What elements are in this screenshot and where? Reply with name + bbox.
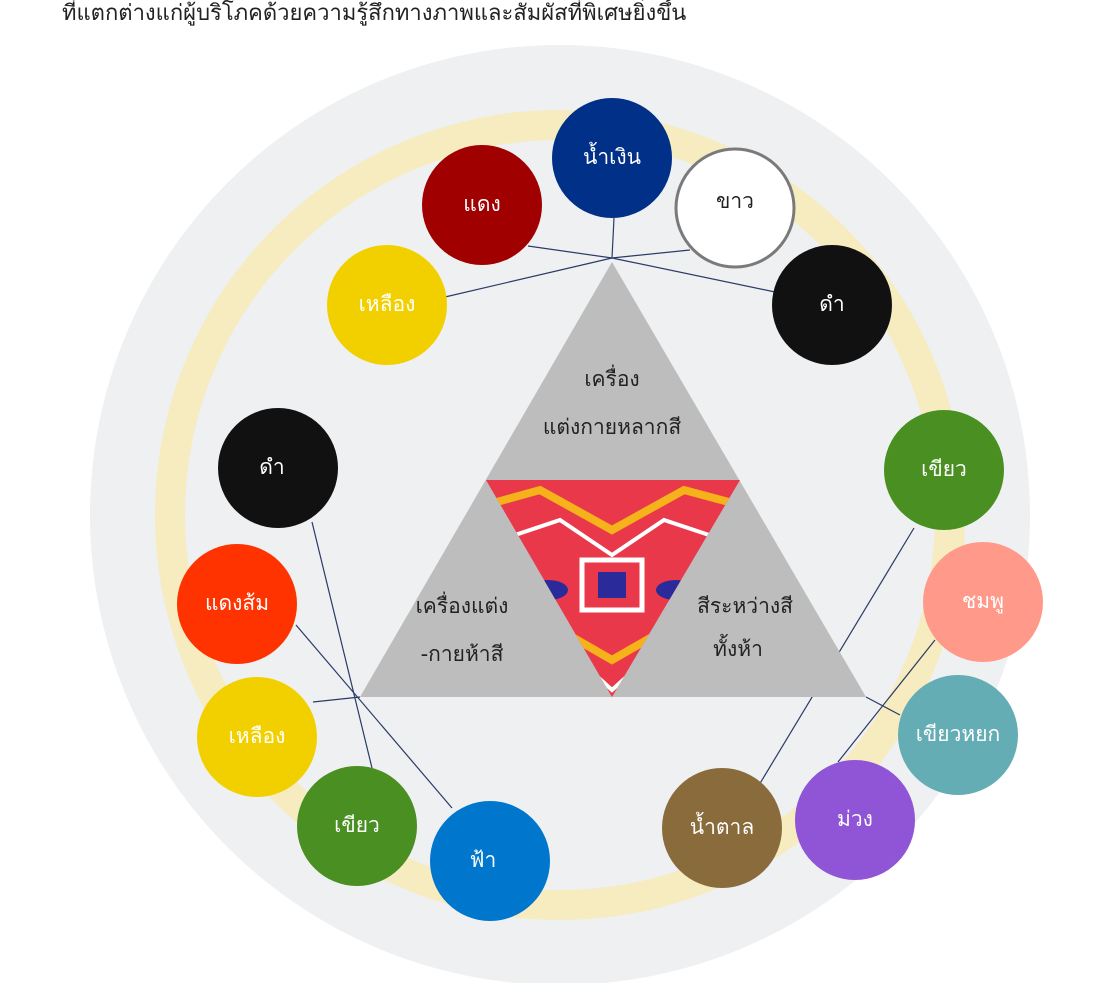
circle-label: ดำ: [259, 455, 284, 479]
circle-label: น้ำเงิน: [583, 142, 641, 169]
circle-node: ม่วง: [795, 760, 915, 880]
circle-node: เขียวหยก: [898, 675, 1018, 795]
triangle-right-label: สีระหว่างสี: [697, 594, 793, 618]
circle-label: เขียวหยก: [916, 722, 1001, 746]
circle-node: แดง: [422, 145, 542, 265]
circle-label: แดงส้ม: [205, 591, 269, 615]
circle-node: น้ำเงิน: [552, 98, 672, 218]
circle-label: ดำ: [819, 292, 844, 316]
circle-node: เหลือง: [327, 245, 447, 365]
circle-node: เขียว: [884, 410, 1004, 530]
circle-node: แดงส้ม: [177, 544, 297, 664]
circle-node: เขียว: [297, 766, 417, 886]
circle-label: ม่วง: [837, 807, 873, 831]
circle-label: เหลือง: [229, 724, 286, 748]
circle-label: ฟ้า: [470, 848, 497, 872]
circle-label: เขียว: [921, 457, 967, 481]
circle-label: เหลือง: [359, 292, 416, 316]
triangle-right-label: ทั้งห้า: [713, 634, 763, 661]
diagram: ที่แตกต่างแก่ผู้บริโภคด้วยความรู้สึกทางภ…: [0, 0, 1099, 983]
triangle-top-label: แต่งกายหลากสี: [543, 415, 681, 439]
triangle-left-label: เครื่องแต่ง: [416, 591, 509, 618]
circle-node: ขาว: [676, 149, 794, 267]
circle-node: ดำ: [772, 245, 892, 365]
circle-label: น้ำตาล: [690, 812, 754, 839]
circle-label: แดง: [463, 192, 500, 216]
circle-node: น้ำตาล: [662, 768, 782, 888]
circle-label: ชมพู: [962, 589, 1004, 614]
circle-node: ชมพู: [923, 542, 1043, 662]
circle-node: ฟ้า: [430, 801, 550, 921]
triangle-top-label: เครื่อง: [584, 364, 639, 391]
circle-label: ขาว: [716, 189, 754, 213]
circle-node: ดำ: [218, 408, 338, 528]
triangle-left-label: -กายห้าสี: [421, 642, 504, 666]
intro-text: ที่แตกต่างแก่ผู้บริโภคด้วยความรู้สึกทางภ…: [62, 0, 686, 26]
circle-node: เหลือง: [197, 677, 317, 797]
circle-label: เขียว: [334, 813, 380, 837]
